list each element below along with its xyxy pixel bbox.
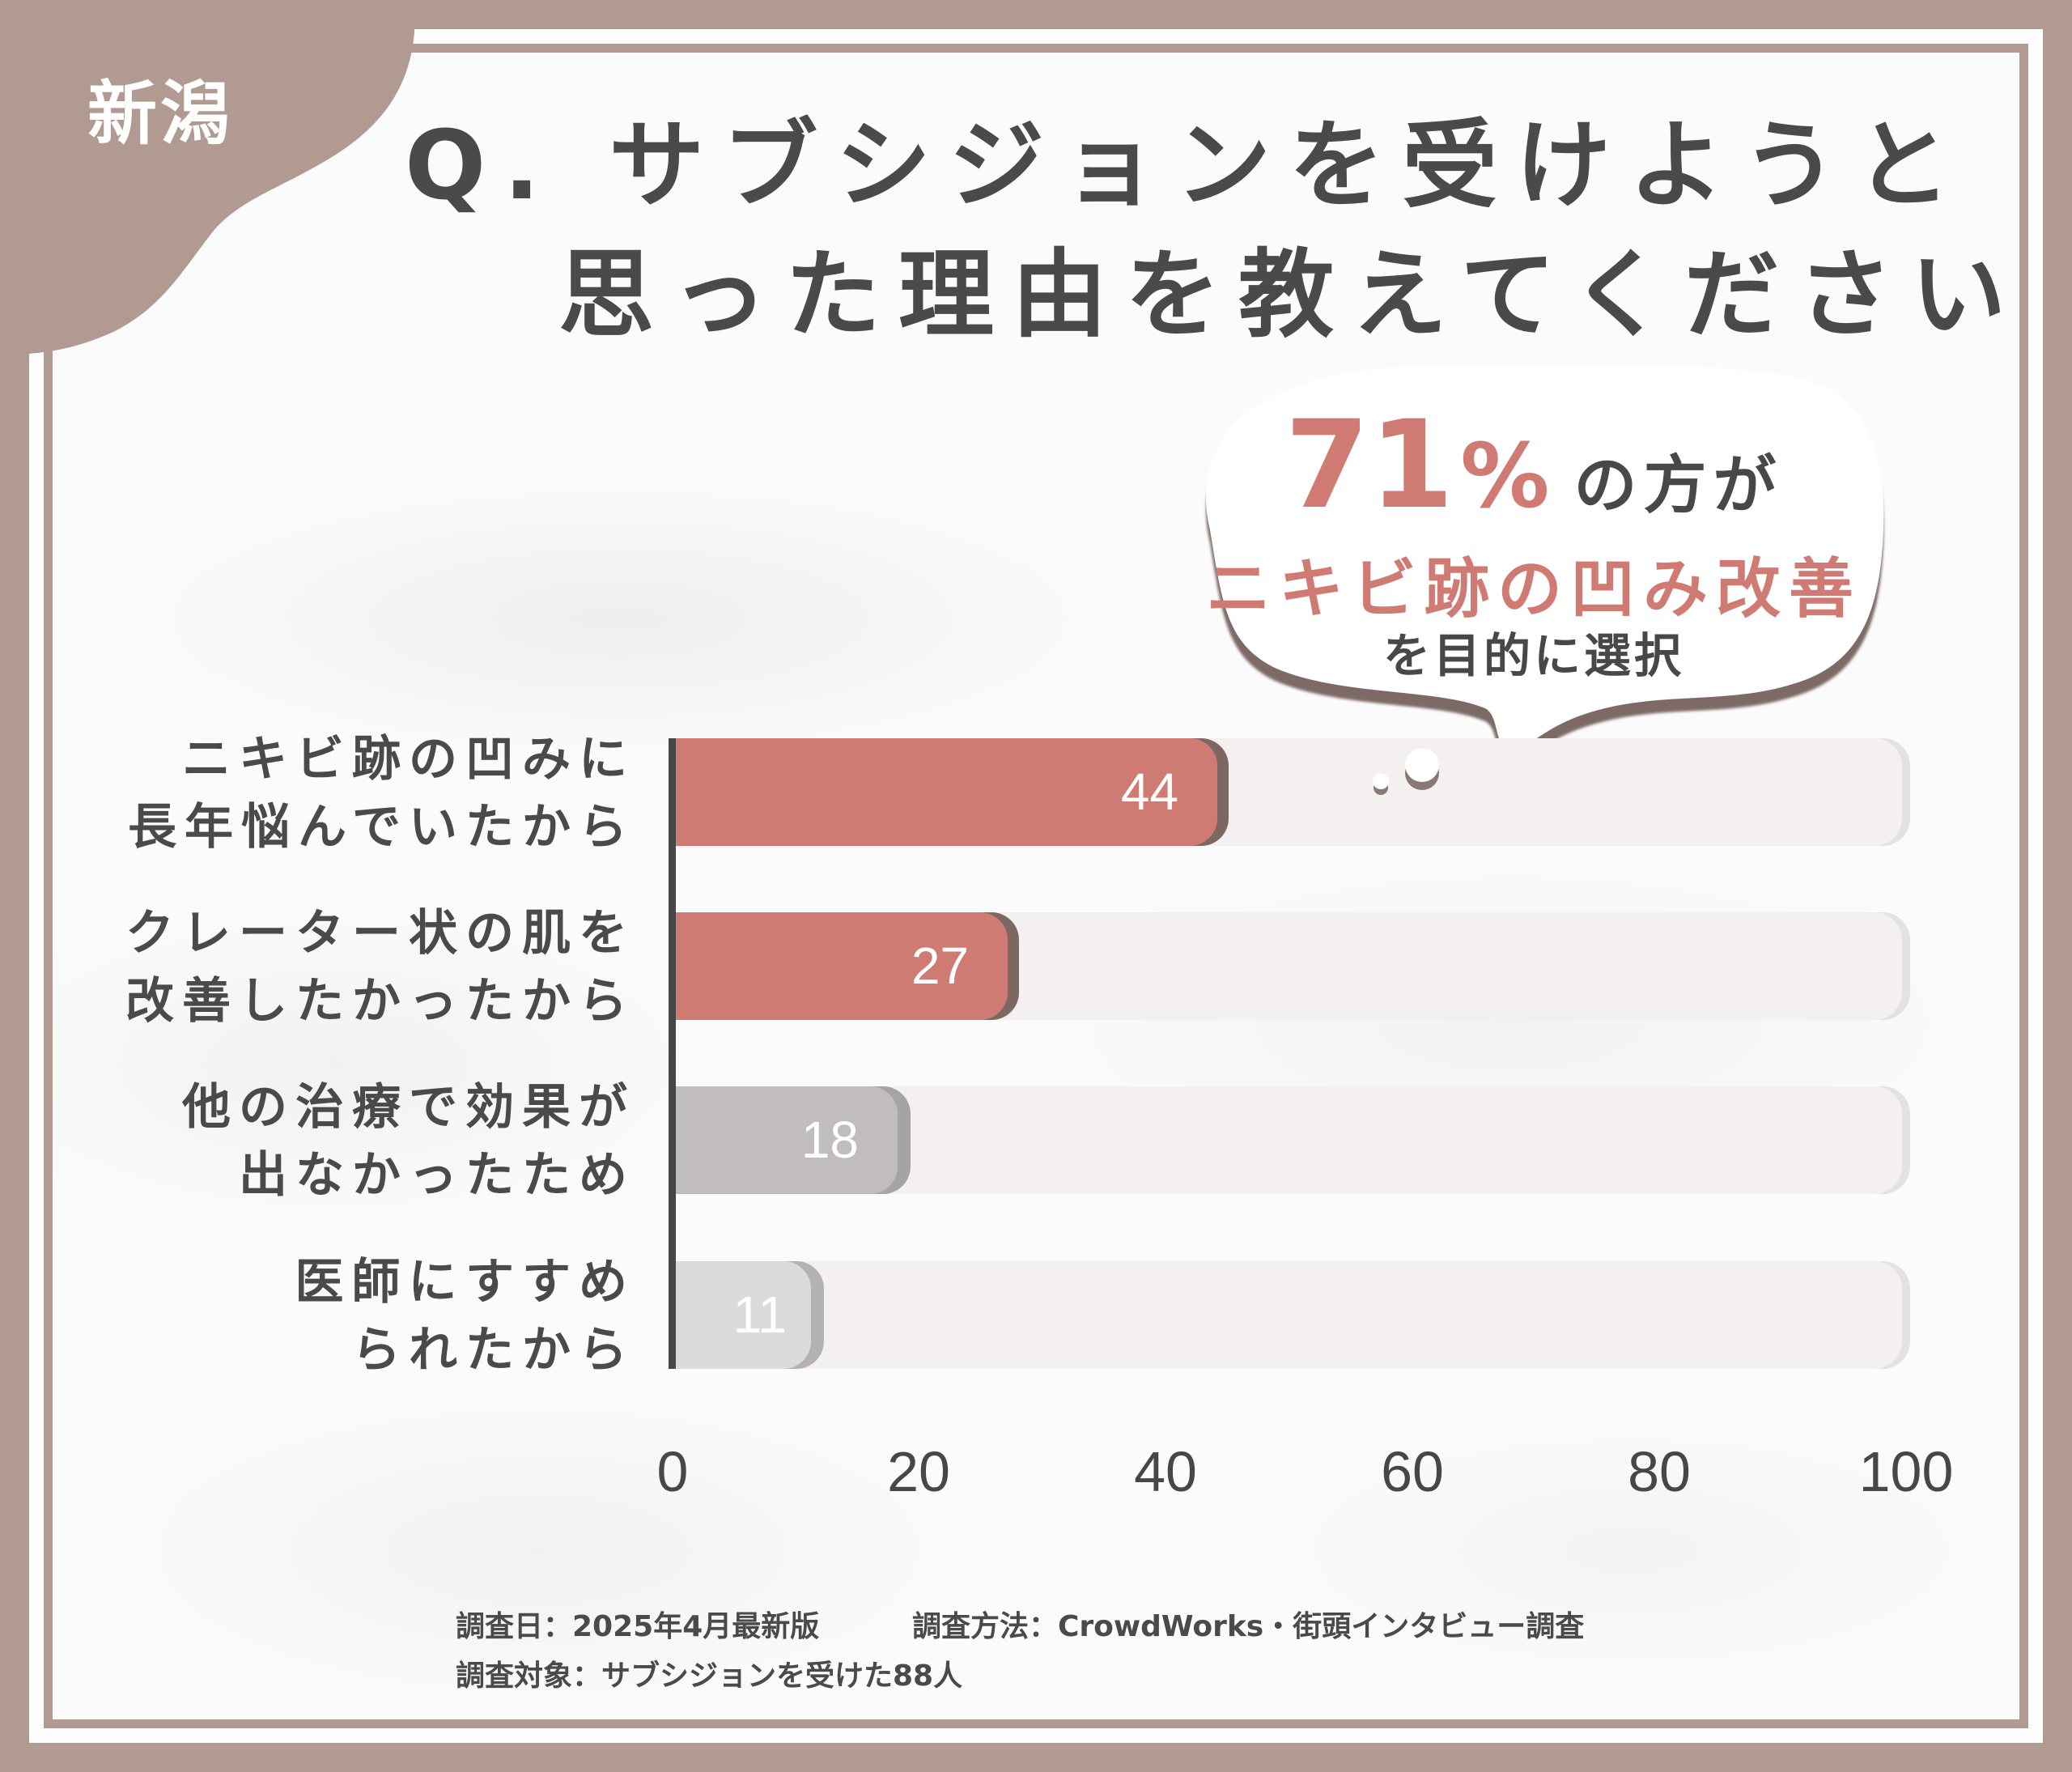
bar-value: 11: [732, 1285, 787, 1344]
callout-line1-suffix: の方が: [1573, 449, 1783, 522]
survey-method: 調査方法：CrowdWorks・街頭インタビュー調査: [912, 1610, 1585, 1643]
category-label-line2: 出なかったため: [239, 1147, 635, 1204]
category-label-line2: られたから: [352, 1322, 635, 1379]
y-axis-line: [669, 738, 676, 1369]
callout-percent: 71: [1284, 395, 1454, 536]
region-label: 新潟: [87, 74, 233, 155]
category-label: クレーター状の肌を 改善したかったから: [69, 899, 635, 1035]
speech-bubble: [1206, 364, 1884, 757]
bar-value: 18: [800, 1111, 859, 1169]
x-tick: 80: [1628, 1440, 1691, 1503]
survey-date: 調査日：2025年4月最新版: [456, 1610, 820, 1643]
callout-line3: を目的に選択: [1382, 628, 1684, 683]
category-label-line2: 長年悩んでいたから: [128, 799, 635, 856]
callout-line1: 71% の方が: [1178, 405, 1890, 528]
x-tick: 60: [1381, 1440, 1444, 1503]
region-tab-shape: [0, 0, 414, 372]
category-label-line1: クレーター状の肌を: [125, 905, 635, 962]
category-label-line1: 医師にすすめ: [295, 1254, 635, 1311]
bar-value: 27: [911, 937, 969, 995]
category-label: ニキビ跡の凹みに 長年悩んでいたから: [69, 725, 635, 861]
survey-target: 調査対象：サブシジョンを受けた88人: [456, 1659, 963, 1693]
bar-value: 44: [1120, 763, 1178, 821]
bar-27: 27: [676, 912, 1008, 1020]
category-label: 他の治療で効果が 出なかったため: [69, 1073, 635, 1209]
category-label-line1: ニキビ跡の凹みに: [182, 731, 635, 788]
x-tick: 20: [887, 1440, 950, 1503]
category-label: 医師にすすめ られたから: [69, 1248, 635, 1384]
category-label-line2: 改善したかったから: [125, 973, 635, 1030]
category-label-line1: 他の治療で効果が: [182, 1079, 635, 1136]
bar-track: [676, 1261, 1902, 1369]
x-tick: 0: [656, 1440, 689, 1503]
bubble-dots-icon: [1373, 749, 1439, 795]
bar-11: 11: [676, 1261, 811, 1369]
callout-percent-sign: %: [1460, 424, 1550, 528]
chart-panel: [53, 53, 2019, 1719]
x-tick: 100: [1858, 1440, 1954, 1503]
page-title-line2: 思った理由を教えてください: [558, 239, 2024, 351]
page-title-line1: Q. サブシジョンを受けようと: [405, 109, 1969, 221]
x-tick: 40: [1134, 1440, 1197, 1503]
callout-highlight: ニキビ跡の凹み改善: [1206, 551, 1862, 627]
bar-18: 18: [676, 1086, 898, 1194]
bar-44: 44: [676, 738, 1217, 846]
